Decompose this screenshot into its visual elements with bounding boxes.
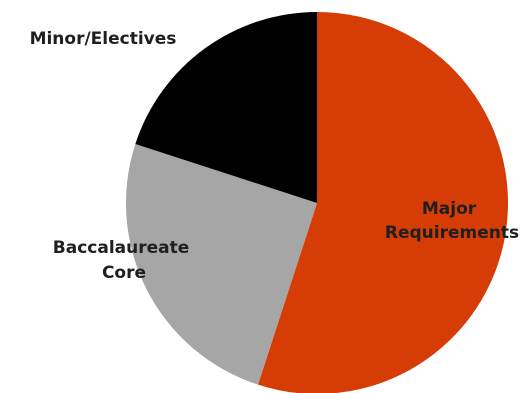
pie-slice-baccalaureate-core <box>126 143 317 385</box>
label-major-requirements: Major Requirements <box>385 199 519 243</box>
label-baccalaureate-core: Baccalaureate Core <box>53 238 195 283</box>
label-minor-electives: Minor/Electives <box>30 29 177 49</box>
pie-labels: Minor/Electives Baccalaureate Core Major… <box>30 29 520 283</box>
pie-slice-minor-electives <box>135 12 317 203</box>
pie-slice-major-requirements <box>257 12 508 393</box>
pie-slices <box>126 12 508 393</box>
